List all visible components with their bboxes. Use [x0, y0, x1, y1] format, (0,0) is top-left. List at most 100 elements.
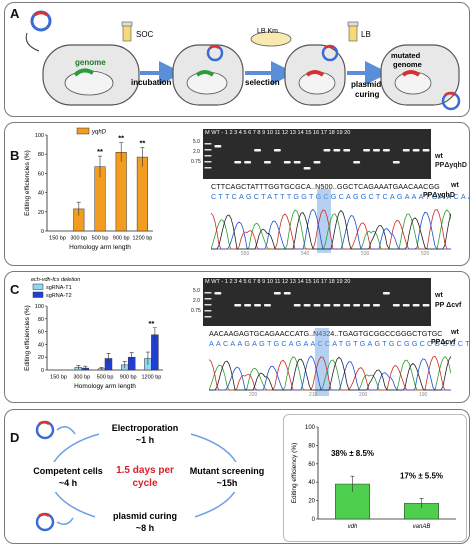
- chart-d-frame: 0 20 40 60 80 100 vdh vanAB Editing efficiency (…: [283, 414, 467, 542]
- gel-band: [323, 304, 331, 307]
- plasmid-curing-label-2: curing: [355, 90, 380, 99]
- x-tick-label: 300 bp: [70, 236, 87, 242]
- y-tick-label: 80: [38, 317, 44, 323]
- legend-swatch: [76, 127, 90, 135]
- incubation-label: incubation: [131, 78, 172, 87]
- ladder-band: [204, 316, 212, 318]
- legend-swatch: [32, 283, 44, 290]
- significance-mark: **: [148, 319, 154, 328]
- panel-c-label: C: [10, 282, 20, 297]
- y-tick-label: 0: [41, 229, 44, 235]
- lb-km-plate: [250, 31, 292, 47]
- gel-band: [412, 304, 420, 307]
- gel-c: M WT - 1 2 3 4 5 6 7 8 9 10 11 12 13 14 …: [203, 278, 431, 326]
- center-label-1: 1.5 days per: [116, 465, 174, 476]
- chart-c: 0 20 40 60 80 100 150 bp 300 bp 500 bp 900 bp 1200…: [24, 277, 163, 390]
- gel-c-header: M WT - 1 2 3 4 5 6 7 8 9 10 11 12 13 14 …: [205, 279, 351, 285]
- x-tick-label: 900 bp: [120, 375, 137, 381]
- gel-band: [353, 304, 361, 307]
- gel-band: [373, 149, 380, 152]
- seq-c-wt-tag: wt: [451, 329, 459, 336]
- legend-label: yqhD: [91, 130, 107, 136]
- ladder-band: [204, 143, 212, 145]
- chromatogram-b: 550 540 530 520: [211, 189, 451, 259]
- gel-band: [293, 161, 301, 164]
- x-tick-label: 900 bp: [113, 236, 130, 242]
- curing-time: ~8 h: [136, 523, 154, 533]
- plasmid-icon-bottom: [35, 512, 74, 532]
- ladder-band: [204, 310, 212, 312]
- x-tick-label: 150 bp: [49, 236, 66, 242]
- x-tick-label: vdh: [348, 524, 358, 530]
- cell-4: [380, 44, 461, 111]
- mutated-genome-label-2: genome: [393, 60, 422, 69]
- y-tick-label: 40: [308, 480, 315, 486]
- legend-label: sgRNA-T1: [46, 285, 72, 291]
- lb-tube: [347, 21, 359, 42]
- genome-label: genome: [75, 58, 106, 67]
- lb-km-label: LB Km: [257, 28, 278, 35]
- panel-c: C 0 20 40 60 80 100 150 bp 300 bp 500 bp 900 bp 12…: [4, 271, 470, 403]
- ladder-band: [204, 161, 212, 163]
- gel-c-ladder-top: 5.0: [193, 288, 200, 294]
- gel-b-header: M WT - 1 2 3 4 5 6 7 8 9 10 11 12 13 14 …: [205, 130, 351, 136]
- gel-b-ladder-top: 5.0: [193, 139, 200, 145]
- ladder-band: [204, 298, 212, 300]
- gel-b-ladder-mid: 2.0: [193, 149, 200, 155]
- gel-c-wt-tag: wt: [435, 292, 443, 299]
- gel-band: [353, 161, 361, 164]
- legend-title: ech-vdh-fcs deletion: [31, 277, 80, 283]
- mutant-time: ~15h: [217, 478, 238, 488]
- y-axis-label: Editing efficiency (%): [291, 443, 298, 504]
- curing-label: plasmid curing: [113, 511, 177, 521]
- chrom-b-tick-3: 530: [361, 251, 370, 257]
- x-tick-label: 500 bp: [92, 236, 109, 242]
- y-tick-label: 20: [38, 355, 44, 361]
- significance-mark: **: [97, 147, 103, 156]
- selection-label: selection: [245, 78, 280, 87]
- x-axis-label: Homology arm length: [74, 383, 136, 390]
- significance-mark: **: [139, 138, 145, 147]
- gel-band: [392, 161, 400, 164]
- plasmid-icon-top: [35, 420, 76, 440]
- trace: [211, 208, 451, 250]
- gel-band: [313, 161, 321, 164]
- gel-band: [382, 292, 390, 295]
- gel-band: [283, 292, 291, 295]
- gel-band: [402, 304, 410, 307]
- x-tick-label: vanAB: [413, 524, 431, 530]
- panel-d: D Electroporation ~1 h Competent cells ~…: [4, 409, 470, 544]
- gel-band: [273, 292, 281, 295]
- gel-band: [422, 304, 430, 307]
- seq-b-wt-tag: wt: [451, 182, 459, 189]
- panel-a-label: A: [10, 6, 20, 21]
- y-tick-label: 80: [38, 152, 44, 158]
- gel-b-ladder-bot: 0.75: [191, 159, 201, 165]
- panel-b: B 0 20 40 60 80 100 150 bp 300 bp 500 bp ** 900 bp…: [4, 122, 470, 266]
- chrom-b-tick-2: 540: [301, 251, 310, 257]
- y-tick-label: 60: [38, 171, 44, 177]
- ladder-band: [204, 155, 212, 157]
- gel-band: [363, 149, 371, 152]
- gel-band: [363, 304, 371, 307]
- cell-2: [172, 44, 244, 106]
- gel-band: [323, 149, 331, 152]
- y-tick-label: 40: [38, 191, 44, 197]
- gel-band: [293, 304, 301, 307]
- panel-b-label: B: [10, 148, 20, 163]
- panel-d-label: D: [10, 430, 20, 445]
- gel-band: [382, 149, 390, 152]
- gel-band: [244, 304, 252, 307]
- trace: [211, 209, 451, 250]
- chart-d: 0 20 40 60 80 100 vdh vanAB Editing efficiency (…: [291, 425, 456, 530]
- gel-band: [214, 292, 222, 295]
- mutant-label: Mutant screening: [190, 466, 265, 476]
- ladder-band: [204, 292, 212, 294]
- chrom-c-tick-1: 220: [249, 392, 258, 398]
- gel-band: [283, 161, 291, 164]
- bar: [115, 152, 127, 232]
- ladder-band: [204, 167, 212, 169]
- gel-band: [402, 149, 410, 152]
- y-axis-label: Editing efficiencies (%): [24, 150, 31, 216]
- y-tick-label: 60: [308, 462, 315, 468]
